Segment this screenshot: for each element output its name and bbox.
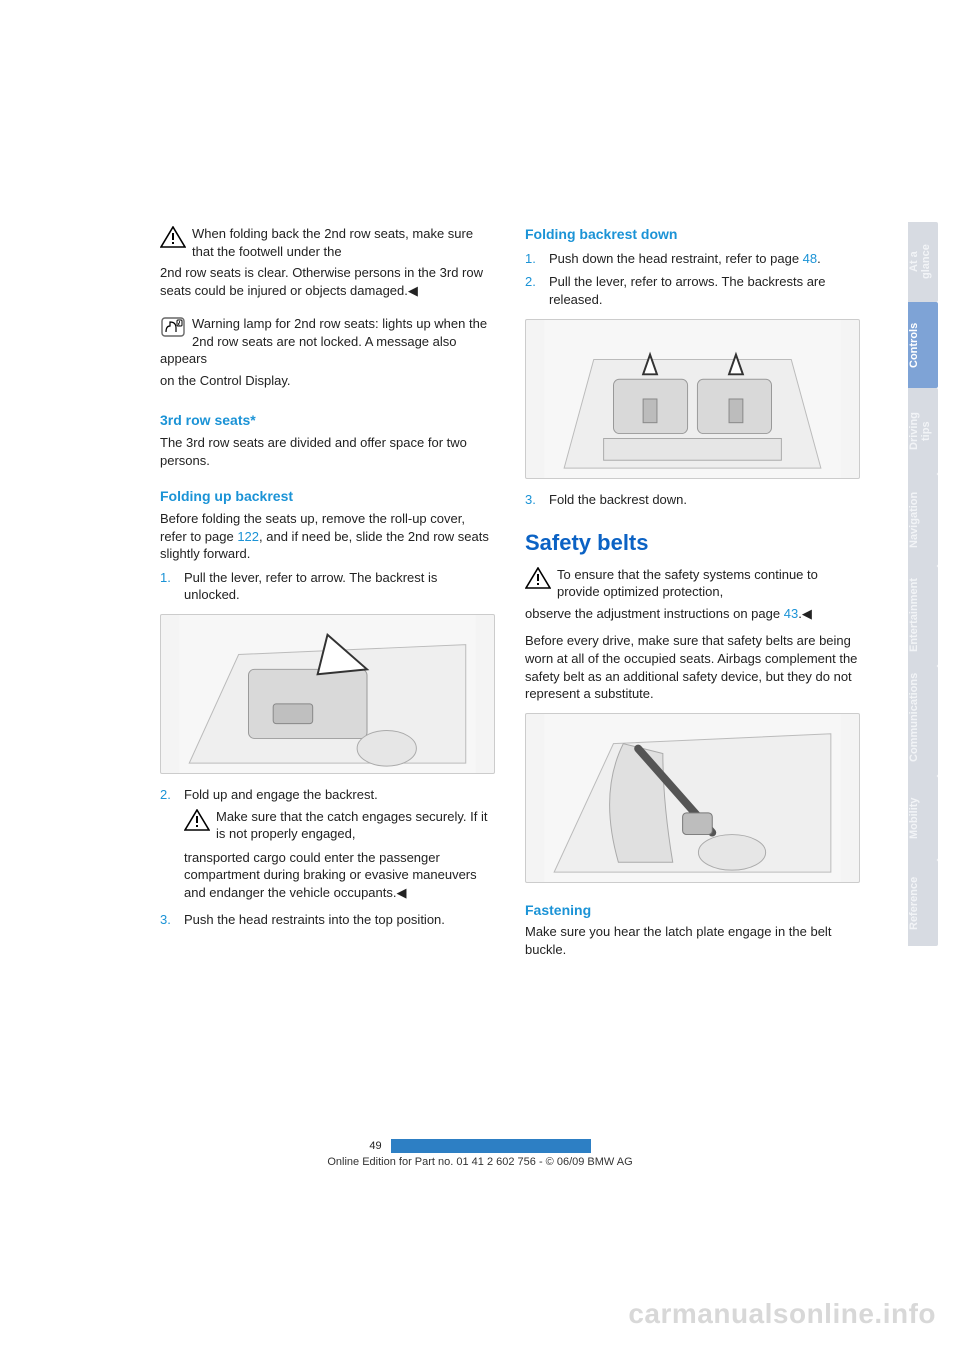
heading-folding-up: Folding up backrest (160, 487, 495, 506)
warning-icon (525, 567, 551, 589)
warning-2b-span: transported cargo could enter the passen… (184, 850, 477, 900)
fastening-para: Make sure you hear the latch plate engag… (525, 923, 860, 958)
heading-fastening: Fastening (525, 901, 860, 920)
end-marker: ◀ (408, 283, 418, 298)
step-body: Fold up and engage the backrest. Make su… (184, 786, 495, 905)
step-body: Pull the lever, refer to arrows. The bac… (549, 273, 860, 308)
folding-up-steps-2: 2. Fold up and engage the backrest. Make… (160, 786, 495, 929)
step-2-text: Pull the lever, refer to arrows. The bac… (549, 273, 860, 308)
page-footer: 49 Online Edition for Part no. 01 41 2 6… (0, 1139, 960, 1168)
side-tab-controls[interactable]: Controls (908, 302, 938, 388)
warning-icon (184, 809, 210, 831)
step-3-text: Fold the backrest down. (549, 491, 860, 509)
list-item: 2. Pull the lever, refer to arrows. The … (525, 273, 860, 308)
side-tabs: At a glanceControlsDriving tipsNavigatio… (908, 222, 938, 946)
warning-text-1b-span: 2nd row seats is clear. Otherwise person… (160, 265, 483, 298)
warning-2a: Make sure that the catch engages securel… (184, 808, 495, 843)
folding-down-steps: 1. Push down the head restraint, refer t… (525, 250, 860, 309)
side-tab-driving-tips[interactable]: Driving tips (908, 388, 938, 474)
heading-safety-belts: Safety belts (525, 528, 860, 558)
step-3-text: Push the head restraints into the top po… (184, 911, 495, 929)
step-body: Push down the head restraint, refer to p… (549, 250, 860, 268)
warning-text-1a: When folding back the 2nd row seats, mak… (160, 225, 495, 260)
warning-block-2: Make sure that the catch engages securel… (184, 808, 495, 843)
warning-block-1: When folding back the 2nd row seats, mak… (160, 225, 495, 260)
page-link-48[interactable]: 48 (803, 251, 817, 266)
list-item: 3. Push the head restraints into the top… (160, 911, 495, 929)
figure-seat-belt (525, 713, 860, 883)
side-tab-entertainment[interactable]: Entertainment (908, 566, 938, 666)
page-number: 49 (369, 1140, 381, 1152)
seat-lamp-icon (160, 316, 186, 338)
para-folding-up: Before folding the seats up, remove the … (160, 510, 495, 563)
page-link-122[interactable]: 122 (237, 529, 259, 544)
warning-2b: transported cargo could enter the passen… (184, 849, 495, 902)
step-number: 2. (160, 786, 171, 804)
list-item: 1. Pull the lever, refer to arrow. The b… (160, 569, 495, 604)
step-body: Pull the lever, refer to arrow. The back… (184, 569, 495, 604)
footer-top: 49 (0, 1139, 960, 1154)
step-1b: . (817, 251, 821, 266)
warning-text-1b: 2nd row seats is clear. Otherwise person… (160, 264, 495, 299)
step-number: 1. (160, 569, 171, 587)
folding-down-steps-2: 3. Fold the backrest down. (525, 491, 860, 509)
heading-folding-down: Folding backrest down (525, 225, 860, 244)
left-column: When folding back the 2nd row seats, mak… (160, 225, 495, 963)
safety-warn-b: observe the adjustment instructions on p… (525, 605, 860, 623)
side-tab-communications[interactable]: Communications (908, 666, 938, 776)
watermark: carmanualsonline.info (628, 1298, 936, 1330)
step-1a: Push down the head restraint, refer to p… (549, 251, 803, 266)
page-bar (391, 1139, 591, 1153)
safety-warn-b1: observe the adjustment instructions on p… (525, 606, 784, 621)
step-number: 3. (525, 491, 536, 509)
side-tab-navigation[interactable]: Navigation (908, 474, 938, 566)
lamp-block: Warning lamp for 2nd row seats: lights u… (160, 315, 495, 368)
footer-line2: Online Edition for Part no. 01 41 2 602 … (0, 1156, 960, 1168)
step-1-text: Push down the head restraint, refer to p… (549, 250, 860, 268)
side-tab-mobility[interactable]: Mobility (908, 776, 938, 860)
figure-backrest-lever (160, 614, 495, 774)
figure-trunk-backrest (525, 319, 860, 479)
list-item: 1. Push down the head restraint, refer t… (525, 250, 860, 268)
warning-block-safety: To ensure that the safety systems contin… (525, 566, 860, 601)
page-link-43[interactable]: 43 (784, 606, 798, 621)
safety-para: Before every drive, make sure that safet… (525, 632, 860, 702)
end-marker: ◀ (397, 885, 407, 900)
step-body: Fold the backrest down. (549, 491, 860, 509)
page: When folding back the 2nd row seats, mak… (0, 0, 960, 1358)
right-column: Folding backrest down 1. Push down the h… (525, 225, 860, 963)
warning-icon (160, 226, 186, 248)
side-tab-reference[interactable]: Reference (908, 860, 938, 946)
safety-warn-a: To ensure that the safety systems contin… (525, 566, 860, 601)
step-number: 3. (160, 911, 171, 929)
lamp-text-a: Warning lamp for 2nd row seats: lights u… (160, 315, 495, 368)
step-body: Push the head restraints into the top po… (184, 911, 495, 929)
step-number: 1. (525, 250, 536, 268)
content-columns: When folding back the 2nd row seats, mak… (0, 0, 960, 963)
step-2-text: Fold up and engage the backrest. (184, 786, 495, 804)
lamp-text-b: on the Control Display. (160, 372, 495, 390)
para-3rd-row: The 3rd row seats are divided and offer … (160, 434, 495, 469)
end-marker: ◀ (802, 606, 812, 621)
step-number: 2. (525, 273, 536, 291)
folding-up-steps: 1. Pull the lever, refer to arrow. The b… (160, 569, 495, 604)
list-item: 3. Fold the backrest down. (525, 491, 860, 509)
step-1-text: Pull the lever, refer to arrow. The back… (184, 569, 495, 604)
side-tab-at-a-glance[interactable]: At a glance (908, 222, 938, 302)
heading-3rd-row: 3rd row seats* (160, 411, 495, 430)
list-item: 2. Fold up and engage the backrest. Make… (160, 786, 495, 905)
